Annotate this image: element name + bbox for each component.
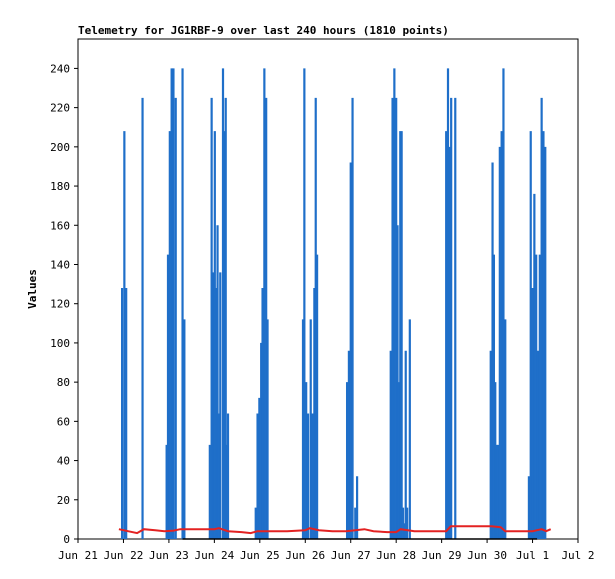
- y-tick-label: 0: [63, 533, 70, 546]
- x-axis: Jun 21 Jun 22 Jun 23 Jun 24 Jun 25 Jun 26 Jun …: [58, 539, 595, 562]
- x-tick-label: Jun 27: [331, 549, 371, 562]
- y-tick-label: 180: [50, 180, 70, 193]
- y-tick-label: 240: [50, 62, 70, 75]
- y-tick-label: 220: [50, 102, 70, 115]
- x-tick-label: Jun 23: [149, 549, 189, 562]
- y-tick-label: 100: [50, 337, 70, 350]
- blue-series: [120, 68, 547, 539]
- x-tick-label: Jun 24: [194, 549, 234, 562]
- x-tick-label: Jun 22: [104, 549, 144, 562]
- x-tick-label: Jun 29: [422, 549, 462, 562]
- chart-title: Telemetry for JG1RBF-9 over last 240 hou…: [78, 24, 449, 37]
- red-series: [118, 525, 552, 535]
- y-tick-label: 40: [57, 455, 70, 468]
- x-tick-label: Jun 21: [58, 549, 98, 562]
- red-series-line: [118, 525, 552, 535]
- y-tick-label: 200: [50, 141, 70, 154]
- x-tick-label: Jun 25: [240, 549, 280, 562]
- x-tick-label: Jun 28: [376, 549, 416, 562]
- y-tick-label: 160: [50, 219, 70, 232]
- y-axis-label: Values: [26, 269, 39, 309]
- x-tick-label: Jun 30: [467, 549, 507, 562]
- x-tick-label: Jul 2: [561, 549, 594, 562]
- y-tick-label: 140: [50, 258, 70, 271]
- y-tick-label: 120: [50, 298, 70, 311]
- x-tick-label: Jul 1: [516, 549, 549, 562]
- y-axis: 0 20 40 60 80 100 120 140 160 180 200 220 240: [50, 62, 78, 546]
- y-tick-label: 80: [57, 376, 70, 389]
- y-tick-label: 60: [57, 415, 70, 428]
- x-tick-label: Jun 26: [285, 549, 325, 562]
- y-tick-label: 20: [57, 494, 70, 507]
